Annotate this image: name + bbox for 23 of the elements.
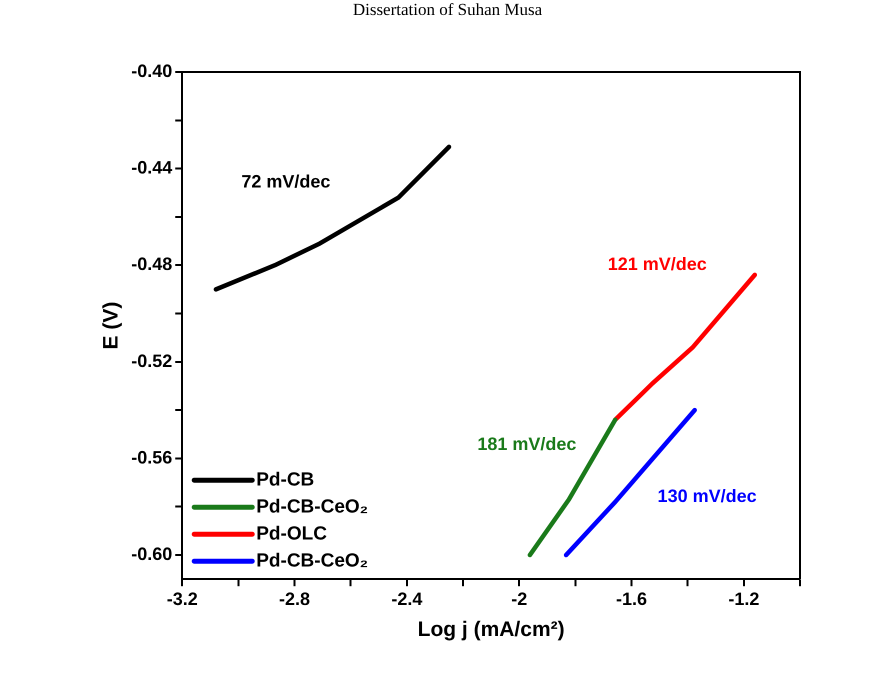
annotation: 121 mV/dec	[608, 254, 707, 274]
legend-label: Pd-OLC	[256, 523, 328, 544]
annotation: 181 mV/dec	[477, 434, 576, 454]
annotation: 72 mV/dec	[241, 171, 330, 192]
x-tick-label: -3.2	[166, 588, 198, 609]
x-tick-label: -2	[511, 588, 528, 609]
x-tick-label: -2.8	[279, 588, 310, 609]
legend-label: Pd-CB	[256, 469, 314, 490]
text: Dissertation of Suhan Musa	[352, 0, 544, 20]
y-axis-title: E (V)	[99, 302, 122, 350]
y-tick-label: -0.48	[131, 254, 172, 274]
annotation: 130 mV/dec	[658, 486, 757, 506]
y-tick-label: -0.60	[131, 544, 172, 564]
x-axis-title: Log j (mA/cm²)	[418, 618, 565, 642]
x-tick-label: -1.6	[616, 588, 648, 609]
y-tick-label: -0.44	[131, 158, 172, 178]
x-tick-label: -2.4	[391, 588, 422, 609]
legend-label: Pd-CB-CeO₂	[256, 550, 368, 572]
y-tick-label: -0.52	[131, 350, 172, 371]
legend-label: Pd-CB-CeO₂	[256, 496, 368, 518]
y-tick-label: -0.40	[131, 60, 172, 81]
x-tick-label: -1.2	[728, 588, 760, 609]
y-tick-label: -0.56	[131, 447, 172, 468]
